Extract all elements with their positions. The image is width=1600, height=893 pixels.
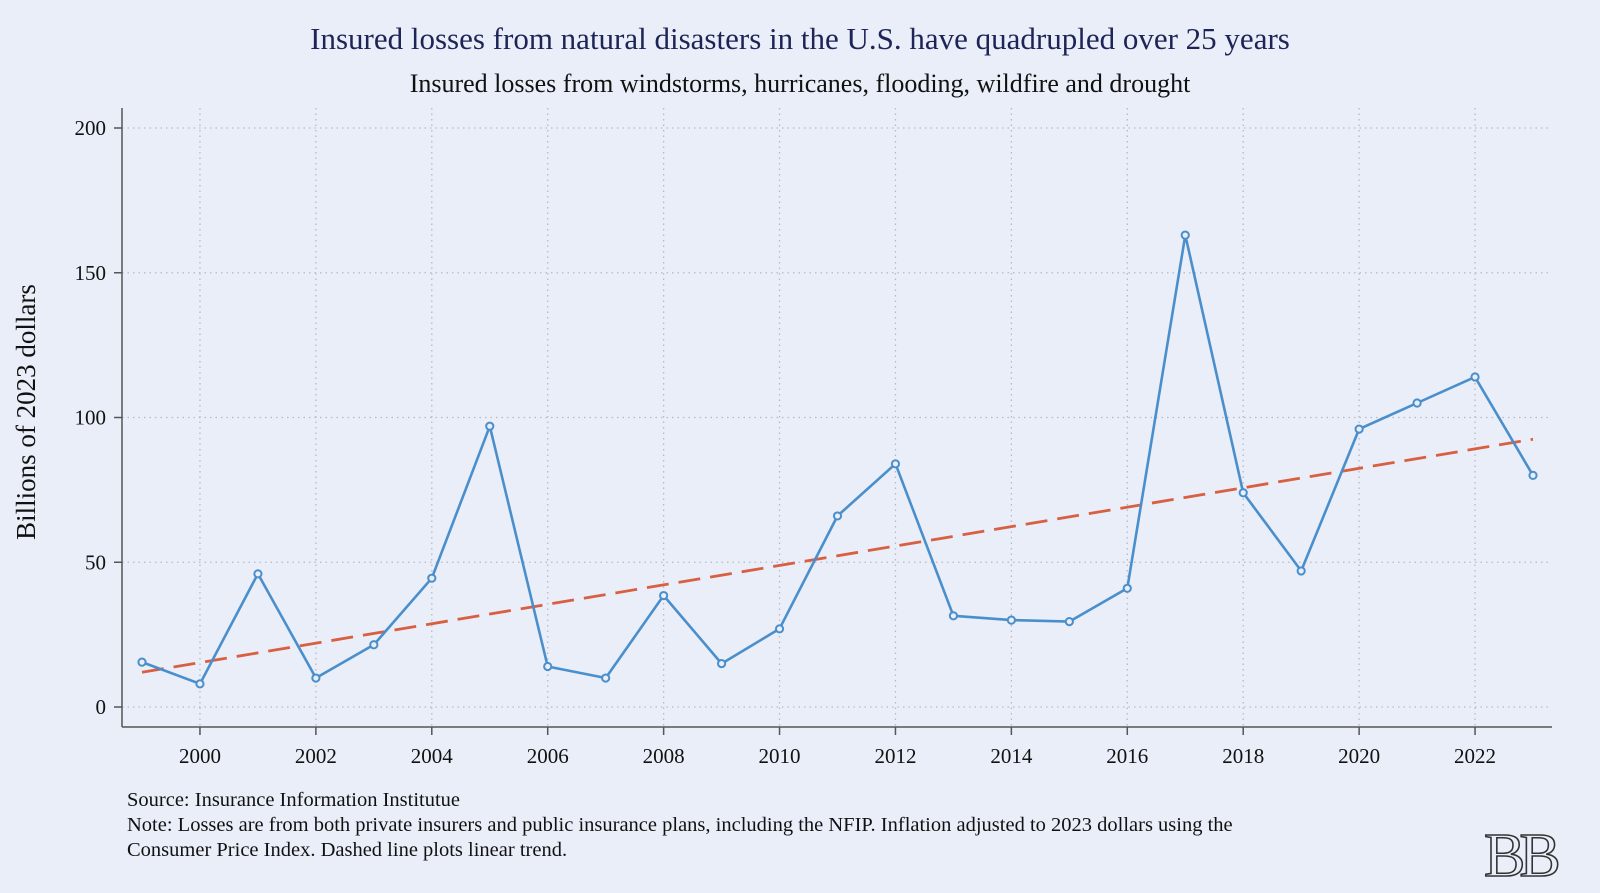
x-tick-label: 2022 <box>1454 744 1496 768</box>
data-point <box>486 423 493 430</box>
x-tick-label: 2002 <box>295 744 337 768</box>
y-axis-title: Billions of 2023 dollars <box>11 284 41 540</box>
axes <box>114 108 1552 735</box>
data-point <box>254 570 261 577</box>
x-tick-label: 2006 <box>527 744 569 768</box>
x-tick-label: 2010 <box>759 744 801 768</box>
x-tick-label: 2012 <box>874 744 916 768</box>
data-point <box>892 460 899 467</box>
source-note: Source: Insurance Information Institutue <box>127 789 460 811</box>
x-tick-label: 2014 <box>990 744 1033 768</box>
x-tick-label: 2008 <box>643 744 685 768</box>
data-point <box>1066 618 1073 625</box>
methodology-note-line-2: Consumer Price Index. Dashed line plots … <box>127 839 567 861</box>
tick-labels: 0 50 100 150 200 2000 2002 2004 2006 2008 2010 2012… <box>75 116 1497 768</box>
data-point <box>1413 399 1420 406</box>
gridlines <box>122 108 1552 727</box>
data-point <box>776 625 783 632</box>
data-series <box>138 232 1536 688</box>
chart-subtitle: Insured losses from windstorms, hurrican… <box>410 69 1191 98</box>
data-point <box>1124 585 1131 592</box>
trend-line <box>142 439 1533 672</box>
bb-logo: BB <box>1484 822 1558 890</box>
data-point <box>1471 373 1478 380</box>
data-point <box>138 659 145 666</box>
data-point <box>1298 567 1305 574</box>
y-tick-label: 200 <box>75 116 107 140</box>
methodology-note-line-1: Note: Losses are from both private insur… <box>127 814 1233 836</box>
data-point <box>428 575 435 582</box>
data-point <box>1008 617 1015 624</box>
data-point <box>370 641 377 648</box>
x-tick-label: 2016 <box>1106 744 1148 768</box>
x-tick-label: 2020 <box>1338 744 1380 768</box>
data-point <box>1182 232 1189 239</box>
data-point <box>1356 425 1363 432</box>
data-point <box>1529 472 1536 479</box>
data-point <box>718 660 725 667</box>
y-tick-label: 150 <box>75 261 107 285</box>
losses-line <box>142 235 1533 684</box>
data-point <box>834 512 841 519</box>
data-point <box>544 663 551 670</box>
x-tick-label: 2004 <box>411 744 454 768</box>
chart-title: Insured losses from natural disasters in… <box>310 21 1290 56</box>
y-tick-label: 0 <box>96 695 107 719</box>
data-point <box>660 592 667 599</box>
x-tick-label: 2000 <box>179 744 221 768</box>
data-point <box>196 680 203 687</box>
data-point <box>602 674 609 681</box>
data-point <box>312 674 319 681</box>
data-point <box>1240 489 1247 496</box>
y-tick-label: 50 <box>85 550 106 574</box>
data-point <box>950 612 957 619</box>
y-tick-label: 100 <box>75 406 107 430</box>
x-tick-label: 2018 <box>1222 744 1264 768</box>
